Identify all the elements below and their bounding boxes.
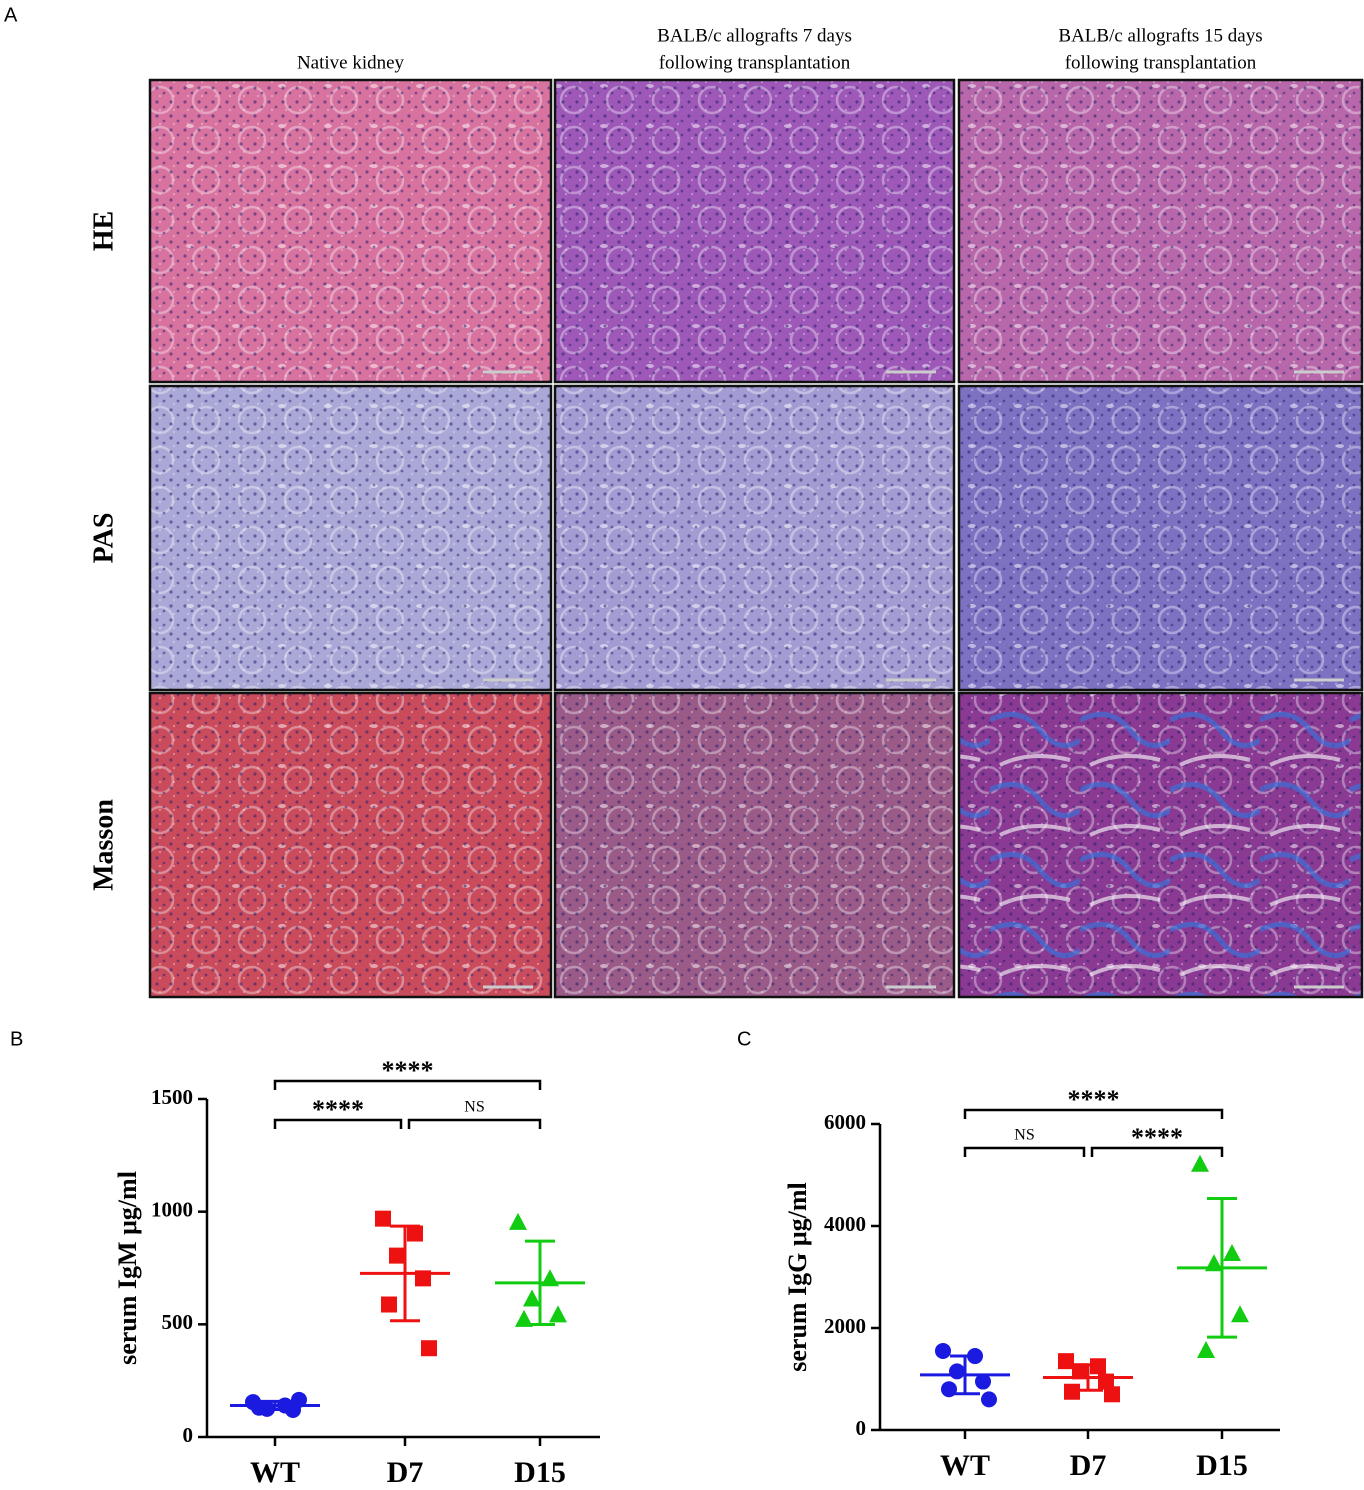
histology-texture bbox=[150, 80, 551, 382]
data-point bbox=[1064, 1383, 1080, 1400]
data-point bbox=[981, 1391, 997, 1408]
column-title: following transplantation bbox=[1065, 52, 1257, 73]
sd-bar bbox=[525, 1239, 555, 1327]
data-point bbox=[389, 1247, 405, 1264]
data-point bbox=[251, 1399, 267, 1416]
column-title: following transplantation bbox=[659, 52, 851, 73]
significance-bracket bbox=[273, 1079, 542, 1090]
significance-label: NS bbox=[1014, 1127, 1034, 1144]
data-point bbox=[1197, 1340, 1215, 1358]
column-title: BALB/c allografts 7 days bbox=[657, 25, 852, 46]
data-point bbox=[549, 1305, 567, 1323]
x-tick-label: D7 bbox=[1070, 1449, 1107, 1482]
column-title: Native kidney bbox=[297, 52, 405, 73]
panel-a: A Native kidney BALB/c allografts 7 days fo… bbox=[4, 4, 1364, 999]
y-tick-label: 1000 bbox=[151, 1197, 193, 1221]
data-point bbox=[381, 1296, 397, 1313]
y-tick-label: 500 bbox=[162, 1310, 194, 1334]
image-border bbox=[553, 691, 956, 999]
sd-bar bbox=[390, 1224, 420, 1323]
y-tick-label: 4000 bbox=[824, 1212, 866, 1236]
column-title: BALB/c allografts 15 days bbox=[1058, 25, 1262, 46]
y-axis-label: serum IgG μg/ml bbox=[783, 1182, 812, 1372]
data-point bbox=[509, 1212, 527, 1230]
image-border bbox=[148, 691, 553, 999]
significance-bracket bbox=[963, 1108, 1224, 1119]
y-tick-label: 2000 bbox=[824, 1314, 866, 1338]
data-point bbox=[421, 1340, 437, 1357]
significance-bracket bbox=[1090, 1146, 1224, 1157]
y-tick-label: 1500 bbox=[151, 1085, 193, 1109]
data-point bbox=[1223, 1244, 1241, 1262]
histology-texture bbox=[555, 80, 954, 382]
image-border bbox=[957, 384, 1364, 692]
panel-label: A bbox=[4, 4, 18, 26]
histology-texture bbox=[959, 693, 1362, 997]
histology-texture bbox=[555, 693, 954, 997]
data-point bbox=[1231, 1305, 1249, 1323]
significance-label: NS bbox=[464, 1099, 484, 1116]
sd-bar bbox=[1073, 1363, 1103, 1392]
histology-texture bbox=[959, 386, 1362, 690]
x-tick-label: D7 bbox=[387, 1456, 424, 1489]
data-point bbox=[1072, 1363, 1088, 1380]
histology-texture bbox=[959, 80, 1362, 382]
data-point bbox=[523, 1289, 541, 1307]
data-point bbox=[291, 1391, 307, 1408]
data-point bbox=[407, 1225, 423, 1242]
y-tick-label: 6000 bbox=[824, 1110, 866, 1134]
data-point bbox=[1104, 1386, 1120, 1403]
image-border bbox=[553, 78, 956, 384]
data-point bbox=[1058, 1353, 1074, 1370]
data-point bbox=[1191, 1154, 1209, 1172]
data-point bbox=[935, 1342, 951, 1359]
row-label: HE bbox=[88, 211, 119, 251]
data-point bbox=[375, 1210, 391, 1227]
panel-label: C bbox=[737, 1028, 751, 1050]
sd-bar bbox=[260, 1399, 290, 1412]
significance-label: **** bbox=[1131, 1123, 1183, 1152]
x-tick-label: WT bbox=[940, 1449, 990, 1482]
x-tick-label: WT bbox=[250, 1456, 300, 1489]
significance-bracket bbox=[273, 1118, 403, 1129]
image-border bbox=[148, 78, 553, 384]
y-axis-label: serum IgM μg/ml bbox=[113, 1171, 142, 1365]
significance-bracket bbox=[407, 1118, 542, 1129]
data-point bbox=[949, 1363, 965, 1380]
x-tick-label: D15 bbox=[1196, 1449, 1248, 1482]
panel-label: B bbox=[10, 1028, 23, 1050]
significance-label: **** bbox=[1068, 1085, 1120, 1114]
image-border bbox=[957, 691, 1364, 999]
image-border bbox=[553, 384, 956, 692]
histology-texture bbox=[150, 386, 551, 690]
data-point bbox=[1090, 1358, 1106, 1375]
image-border bbox=[957, 78, 1364, 384]
y-tick-label: 0 bbox=[183, 1423, 194, 1447]
row-label: PAS bbox=[88, 513, 119, 564]
data-point bbox=[975, 1373, 991, 1390]
sd-bar bbox=[1207, 1196, 1237, 1339]
sd-bar bbox=[950, 1354, 980, 1396]
y-tick-label: 0 bbox=[856, 1416, 867, 1440]
histology-texture bbox=[150, 693, 551, 997]
histology-texture bbox=[555, 386, 954, 690]
image-border bbox=[148, 384, 553, 692]
significance-bracket bbox=[963, 1146, 1086, 1157]
x-tick-label: D15 bbox=[514, 1456, 566, 1489]
significance-label: **** bbox=[382, 1056, 434, 1085]
data-point bbox=[515, 1309, 533, 1327]
row-label: Masson bbox=[88, 799, 119, 891]
significance-label: **** bbox=[312, 1095, 364, 1124]
